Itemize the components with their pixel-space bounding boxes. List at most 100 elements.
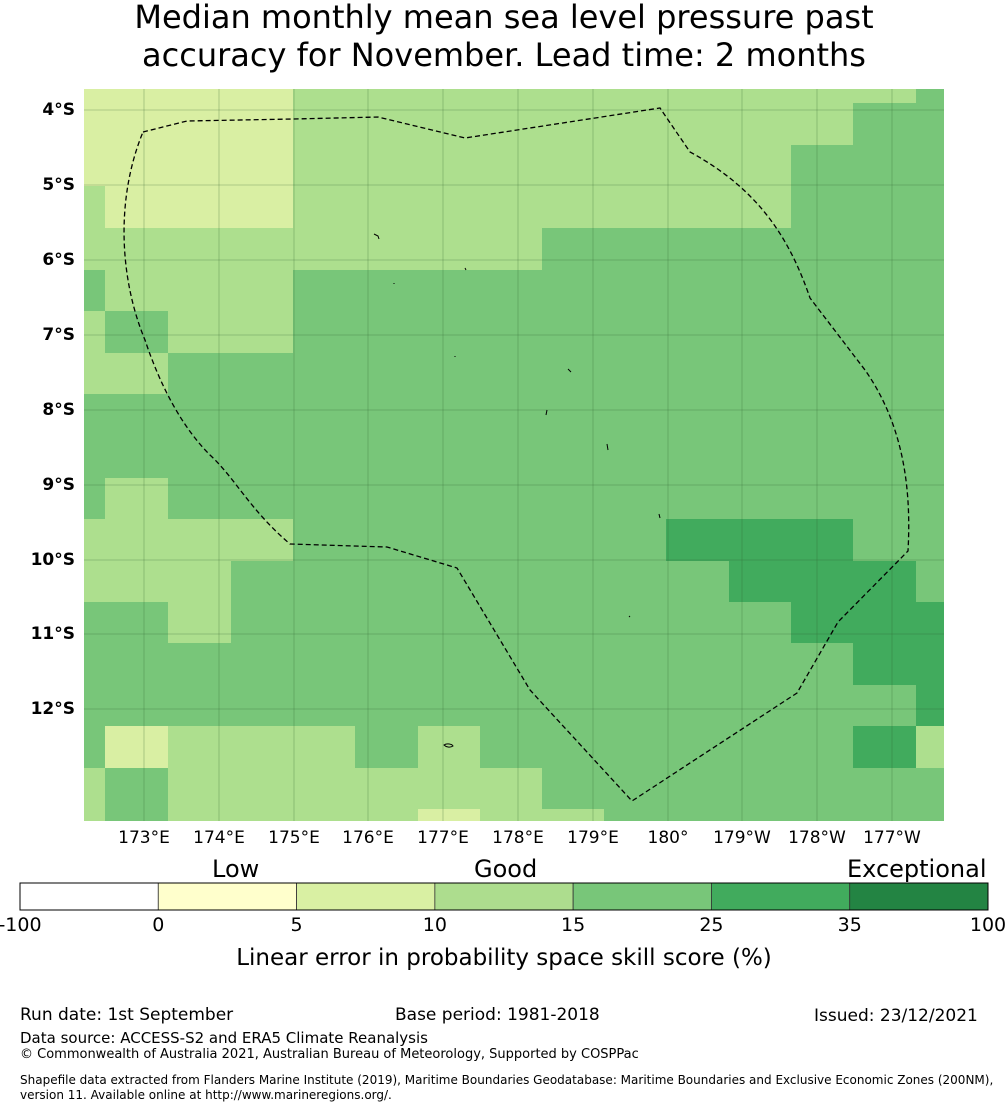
grid-cell: [84, 561, 231, 602]
grid-cell: [84, 478, 105, 519]
colorbar: [19, 882, 989, 911]
grid-cell: [84, 186, 105, 228]
longitude-label: 177°E: [417, 828, 469, 848]
colorbar-tick-label: 100: [969, 914, 1007, 936]
gridlines: [84, 89, 944, 821]
grid-cell: [84, 519, 293, 561]
colorbar-tick-label: -100: [0, 914, 42, 936]
colorbar-category-exceptional: Exceptional: [847, 855, 987, 883]
grid-cell: [791, 602, 944, 643]
colorbar-segment: [19, 882, 159, 911]
grid-cell: [542, 768, 944, 809]
latitude-label: 8°S: [42, 400, 75, 420]
latitude-label: 7°S: [42, 325, 75, 345]
grid-cell: [293, 270, 944, 519]
island: [658, 513, 661, 519]
colorbar-tick-label: 35: [837, 914, 862, 936]
skill-grid: [84, 89, 944, 821]
grid-cell: [168, 768, 542, 821]
colorbar-segment: [849, 882, 989, 911]
colorbar-label: Linear error in probability space skill …: [236, 945, 772, 971]
colorbar-segment: [434, 882, 574, 911]
grid-cell: [916, 89, 944, 103]
colorbar-outline: [19, 882, 989, 911]
island: [373, 233, 380, 240]
grid-cell: [604, 809, 944, 821]
grid-cell: [231, 561, 729, 602]
grid-cell: [84, 602, 168, 643]
island: [545, 409, 548, 416]
islands: [373, 233, 661, 748]
longitude-label: 179°E: [567, 828, 619, 848]
latitude-label: 10°S: [30, 550, 75, 570]
longitude-label: 175°E: [268, 828, 320, 848]
longitude-label: 177°W: [863, 828, 921, 848]
grid-cell: [293, 519, 666, 561]
grid-cell: [84, 353, 168, 394]
grid-cell: [418, 809, 480, 821]
grid-cell: [853, 726, 916, 768]
grid-cell: [791, 145, 944, 228]
title-line-1: Median monthly mean sea level pressure p…: [134, 0, 874, 36]
grid-cell: [84, 270, 105, 311]
colorbar-tick-label: 15: [561, 914, 586, 936]
grid-cell: [84, 89, 293, 228]
grid-cell: [84, 768, 105, 821]
longitude-label: 178°W: [788, 828, 846, 848]
latitude-label: 4°S: [42, 100, 75, 120]
title-line-2: accuracy for November. Lead time: 2 mont…: [142, 36, 866, 74]
grid-cell: [542, 228, 944, 270]
grid-cell: [105, 478, 168, 519]
data-source: Data source: ACCESS-S2 and ERA5 Climate …: [20, 1029, 428, 1047]
grid-cell: [916, 726, 944, 768]
longitude-label: 179°W: [713, 828, 771, 848]
grid-cell: [729, 561, 916, 602]
colorbar-segment: [711, 882, 851, 911]
grid-cell: [84, 643, 853, 685]
run-date: Run date: 1st September: [20, 1005, 234, 1025]
grid-cell: [168, 353, 293, 519]
colorbar-category-good: Good: [474, 855, 538, 883]
shapefile-credit-line-1: Shapefile data extracted from Flanders M…: [20, 1073, 994, 1087]
grid-cell: [666, 519, 853, 561]
base-period: Base period: 1981-2018: [395, 1005, 600, 1025]
grid-cell: [231, 602, 791, 643]
colorbar-tick-label: 10: [422, 914, 447, 936]
eez-boundary: [123, 107, 910, 802]
longitude-label: 173°E: [118, 828, 170, 848]
grid-cell: [853, 89, 916, 103]
longitude-label: 178°E: [492, 828, 544, 848]
grid-cell: [105, 768, 168, 821]
colorbar-segment: [572, 882, 712, 911]
island: [464, 267, 467, 271]
grid-cell: [84, 685, 916, 726]
colorbar-category-low: Low: [212, 855, 260, 883]
island: [606, 443, 609, 451]
island: [567, 368, 572, 373]
colorbar-segment: [296, 882, 436, 911]
colorbar-segment: [157, 882, 297, 911]
grid-cell: [853, 103, 944, 145]
copyright: © Commonwealth of Australia 2021, Austra…: [20, 1047, 639, 1062]
latitude-label: 5°S: [42, 175, 75, 195]
latitude-label: 11°S: [30, 624, 75, 644]
grid-cell: [916, 685, 944, 726]
grid-cell: [105, 726, 168, 768]
latitude-label: 9°S: [42, 475, 75, 495]
island: [443, 743, 454, 748]
grid-cell: [542, 809, 604, 821]
grid-cell: [853, 643, 944, 685]
colorbar-tick-label: 25: [699, 914, 724, 936]
grid-cell: [84, 726, 105, 768]
longitude-label: 180°: [647, 828, 689, 848]
latitude-label: 12°S: [30, 699, 75, 719]
colorbar-tick-label: 5: [290, 914, 303, 936]
grid-cell: [853, 519, 944, 561]
grid-cell: [355, 726, 418, 768]
grid-cell: [84, 394, 168, 478]
longitude-label: 176°E: [342, 828, 394, 848]
colorbar-tick-label: 0: [152, 914, 165, 936]
longitude-label: 174°E: [193, 828, 245, 848]
latitude-label: 6°S: [42, 250, 75, 270]
grid-cell: [84, 228, 542, 270]
